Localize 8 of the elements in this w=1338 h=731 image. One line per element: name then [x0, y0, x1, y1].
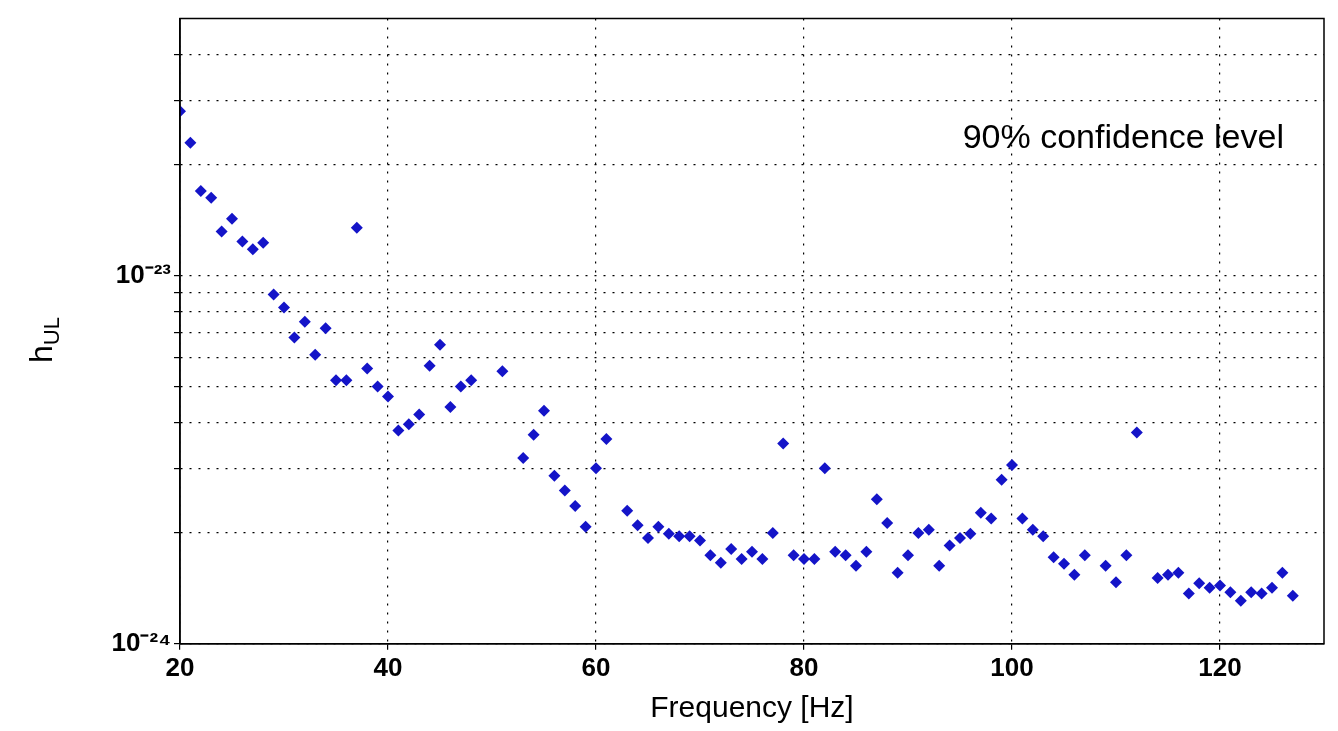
- x-tick-label: 120: [1198, 651, 1242, 682]
- x-tick-label: 60: [581, 651, 611, 682]
- y-tick-label: 10⁻²³: [115, 258, 172, 289]
- x-axis-title: Frequency [Hz]: [650, 690, 854, 724]
- x-tick-label: 40: [373, 651, 403, 682]
- x-tick-label: 80: [789, 651, 819, 682]
- annotation: 90% confidence level: [962, 116, 1284, 155]
- x-tick-label: 100: [990, 651, 1034, 682]
